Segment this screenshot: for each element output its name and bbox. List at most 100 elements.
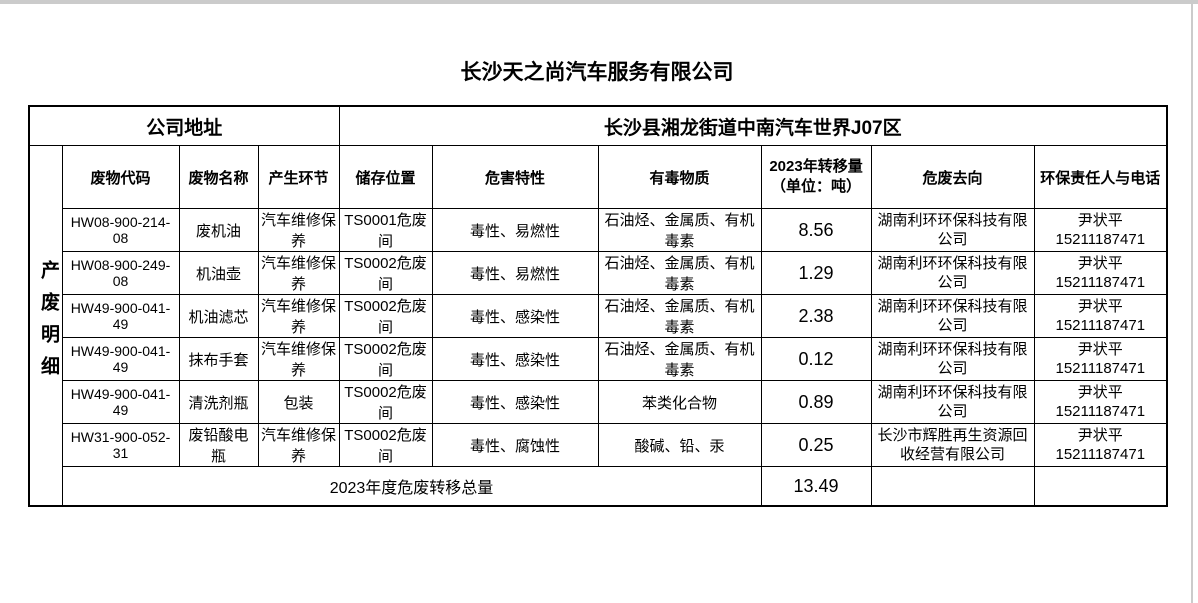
- cell-amount: 0.89: [760, 380, 872, 424]
- cell-hazard: 毒性、易燃性: [431, 251, 599, 295]
- contact-name: 尹状平: [1077, 298, 1123, 315]
- col-header-waste-code: 废物代码: [61, 145, 180, 209]
- contact-phone: 15211187471: [1055, 403, 1146, 420]
- col-header-storage: 储存位置: [338, 145, 433, 209]
- table-row: HW08-900-214-08 废机油 汽车维修保养 TS0001危废间 毒性、…: [29, 208, 1168, 252]
- cell-waste-code: HW08-900-249-08: [61, 251, 180, 295]
- cell-destination: 湖南利环环保科技有限公司: [870, 380, 1035, 424]
- cell-waste-name: 机油滤芯: [178, 294, 259, 338]
- cell-toxic: 石油烃、金属质、有机毒素: [597, 294, 762, 338]
- cell-destination: 长沙市辉胜再生资源回收经营有限公司: [870, 423, 1035, 467]
- cell-toxic: 石油烃、金属质、有机毒素: [597, 337, 762, 381]
- cell-amount: 0.12: [760, 337, 872, 381]
- contact-name: 尹状平: [1077, 427, 1123, 444]
- cell-contact: 尹状平 15211187471: [1033, 337, 1168, 381]
- window-top-edge: [0, 0, 1198, 4]
- cell-toxic: 石油烃、金属质、有机毒素: [597, 208, 762, 252]
- cell-stage: 汽车维修保养: [257, 423, 340, 467]
- column-header-row: 产废明细 废物代码 废物名称 产生环节 储存位置 危害特性 有毒物质 2023年…: [28, 145, 1168, 507]
- cell-hazard: 毒性、易燃性: [431, 208, 599, 252]
- table-row: HW49-900-041-49 抹布手套 汽车维修保养 TS0002危废间 毒性…: [29, 337, 1168, 381]
- company-address-row: 公司地址 长沙县湘龙街道中南汽车世界J07区: [28, 105, 1168, 146]
- cell-hazard: 毒性、感染性: [431, 380, 599, 424]
- window-right-edge: [1191, 3, 1193, 603]
- cell-storage: TS0002危废间: [338, 251, 433, 295]
- cell-stage: 汽车维修保养: [257, 294, 340, 338]
- cell-toxic: 石油烃、金属质、有机毒素: [597, 251, 762, 295]
- cell-stage: 包装: [257, 380, 340, 424]
- cell-destination: 湖南利环环保科技有限公司: [870, 208, 1035, 252]
- cell-destination: 湖南利环环保科技有限公司: [870, 337, 1035, 381]
- col-header-destination: 危废去向: [870, 145, 1035, 209]
- contact-name: 尹状平: [1077, 384, 1123, 401]
- cell-contact: 尹状平 15211187471: [1033, 423, 1168, 467]
- cell-stage: 汽车维修保养: [257, 337, 340, 381]
- waste-transfer-document: 长沙天之尚汽车服务有限公司 公司地址 长沙县湘龙街道中南汽车世界J07区: [28, 0, 1169, 507]
- cell-amount: 1.29: [760, 251, 872, 295]
- cell-contact: 尹状平 15211187471: [1033, 251, 1168, 295]
- company-address-label: 公司地址: [28, 105, 340, 146]
- cell-hazard: 毒性、感染性: [431, 294, 599, 338]
- page-title: 长沙天之尚汽车服务有限公司: [460, 61, 734, 84]
- section-label: 产废明细: [38, 259, 59, 388]
- contact-name: 尹状平: [1077, 212, 1123, 229]
- col-header-hazard: 危害特性: [431, 145, 599, 209]
- cell-hazard: 毒性、腐蚀性: [431, 423, 599, 467]
- cell-destination: 湖南利环环保科技有限公司: [870, 251, 1035, 295]
- cell-waste-code: HW49-900-041-49: [61, 337, 180, 381]
- cell-storage: TS0002危废间: [338, 337, 433, 381]
- cell-stage: 汽车维修保养: [257, 208, 340, 252]
- company-address-value: 长沙县湘龙街道中南汽车世界J07区: [338, 105, 1168, 146]
- table-row: HW08-900-249-08 机油壶 汽车维修保养 TS0002危废间 毒性、…: [29, 251, 1168, 295]
- cell-storage: TS0002危废间: [338, 380, 433, 424]
- contact-phone: 15211187471: [1055, 360, 1146, 377]
- cell-waste-name: 抹布手套: [178, 337, 259, 381]
- cell-waste-code: HW49-900-041-49: [61, 380, 180, 424]
- section-label-cell: 产废明细: [28, 145, 63, 507]
- contact-name: 尹状平: [1077, 341, 1123, 358]
- cell-contact: 尹状平 15211187471: [1033, 208, 1168, 252]
- cell-hazard: 毒性、感染性: [431, 337, 599, 381]
- cell-waste-code: HW31-900-052-31: [61, 423, 180, 467]
- cell-contact: 尹状平 15211187471: [1033, 294, 1168, 338]
- total-destination-empty: [870, 466, 1035, 507]
- table-row: HW31-900-052-31 废铅酸电瓶 汽车维修保养 TS0002危废间 毒…: [29, 423, 1168, 467]
- cell-waste-name: 机油壶: [178, 251, 259, 295]
- col-header-toxic: 有毒物质: [597, 145, 762, 209]
- cell-toxic: 酸碱、铅、汞: [597, 423, 762, 467]
- contact-phone: 15211187471: [1055, 446, 1146, 463]
- total-contact-empty: [1033, 466, 1168, 507]
- cell-waste-code: HW08-900-214-08: [61, 208, 180, 252]
- cell-contact: 尹状平 15211187471: [1033, 380, 1168, 424]
- contact-phone: 15211187471: [1055, 231, 1146, 248]
- cell-waste-name: 清洗剂瓶: [178, 380, 259, 424]
- contact-name: 尹状平: [1077, 255, 1123, 272]
- cell-storage: TS0002危废间: [338, 294, 433, 338]
- cell-waste-code: HW49-900-041-49: [61, 294, 180, 338]
- total-row: 2023年度危废转移总量 13.49: [29, 466, 1168, 507]
- cell-waste-name: 废铅酸电瓶: [178, 423, 259, 467]
- cell-amount: 2.38: [760, 294, 872, 338]
- col-header-stage: 产生环节: [257, 145, 340, 209]
- cell-toxic: 苯类化合物: [597, 380, 762, 424]
- table-row: HW49-900-041-49 清洗剂瓶 包装 TS0002危废间 毒性、感染性…: [29, 380, 1168, 424]
- waste-transfer-table: 公司地址 长沙县湘龙街道中南汽车世界J07区 产废明细 废物代码 废物名称 产生…: [28, 105, 1169, 507]
- cell-destination: 湖南利环环保科技有限公司: [870, 294, 1035, 338]
- cell-amount: 0.25: [760, 423, 872, 467]
- cell-waste-name: 废机油: [178, 208, 259, 252]
- total-amount: 13.49: [760, 466, 872, 507]
- col-header-waste-name: 废物名称: [178, 145, 259, 209]
- table-row: HW49-900-041-49 机油滤芯 汽车维修保养 TS0002危废间 毒性…: [29, 294, 1168, 338]
- contact-phone: 15211187471: [1055, 274, 1146, 291]
- cell-storage: TS0001危废间: [338, 208, 433, 252]
- col-header-contact: 环保责任人与电话: [1033, 145, 1168, 209]
- total-label: 2023年度危废转移总量: [61, 466, 762, 507]
- col-header-transfer-line2: （单位：吨）: [771, 178, 862, 195]
- col-header-transfer-line1: 2023年转移量: [769, 158, 863, 175]
- col-header-transfer: 2023年转移量 （单位：吨）: [760, 145, 872, 209]
- contact-phone: 15211187471: [1055, 317, 1146, 334]
- cell-storage: TS0002危废间: [338, 423, 433, 467]
- cell-stage: 汽车维修保养: [257, 251, 340, 295]
- cell-amount: 8.56: [760, 208, 872, 252]
